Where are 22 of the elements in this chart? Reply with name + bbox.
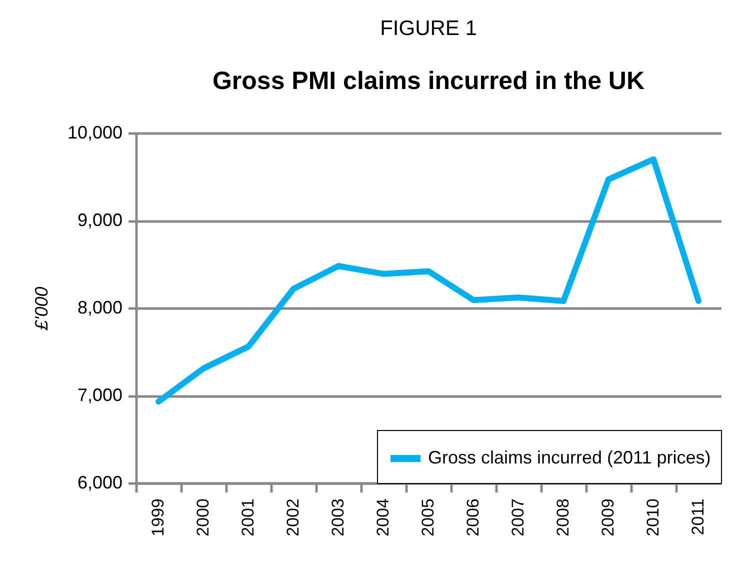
y-axis-title: £'000 bbox=[31, 286, 52, 332]
y-tick-label: 8,000 bbox=[77, 298, 122, 318]
x-tick-label: 2009 bbox=[598, 498, 618, 536]
x-tick-label: 2006 bbox=[464, 498, 482, 536]
x-tick-label: 2003 bbox=[328, 498, 348, 536]
y-tick-label: 7,000 bbox=[77, 385, 122, 405]
x-tick-label: 2005 bbox=[418, 498, 438, 536]
legend-label: Gross claims incurred (2011 prices) bbox=[428, 448, 711, 468]
y-tick-label: 9,000 bbox=[77, 210, 122, 230]
x-tick-label: 2000 bbox=[194, 498, 212, 536]
x-tick-label: 2004 bbox=[374, 498, 392, 536]
x-tick-label: 2007 bbox=[508, 498, 528, 536]
chart-subtitle: Gross PMI claims incurred in the UK bbox=[212, 67, 645, 95]
x-tick-label: 2011 bbox=[688, 498, 708, 536]
x-tick-label: 2008 bbox=[554, 498, 572, 536]
y-tick-label: 10,000 bbox=[67, 122, 122, 142]
x-tick-label: 2010 bbox=[644, 498, 662, 536]
x-tick-label: 2002 bbox=[284, 498, 302, 536]
x-tick-label: 2001 bbox=[238, 498, 258, 536]
chart-title: FIGURE 1 bbox=[380, 17, 477, 40]
x-tick-label: 1999 bbox=[148, 498, 168, 536]
y-tick-label: 6,000 bbox=[77, 472, 122, 492]
